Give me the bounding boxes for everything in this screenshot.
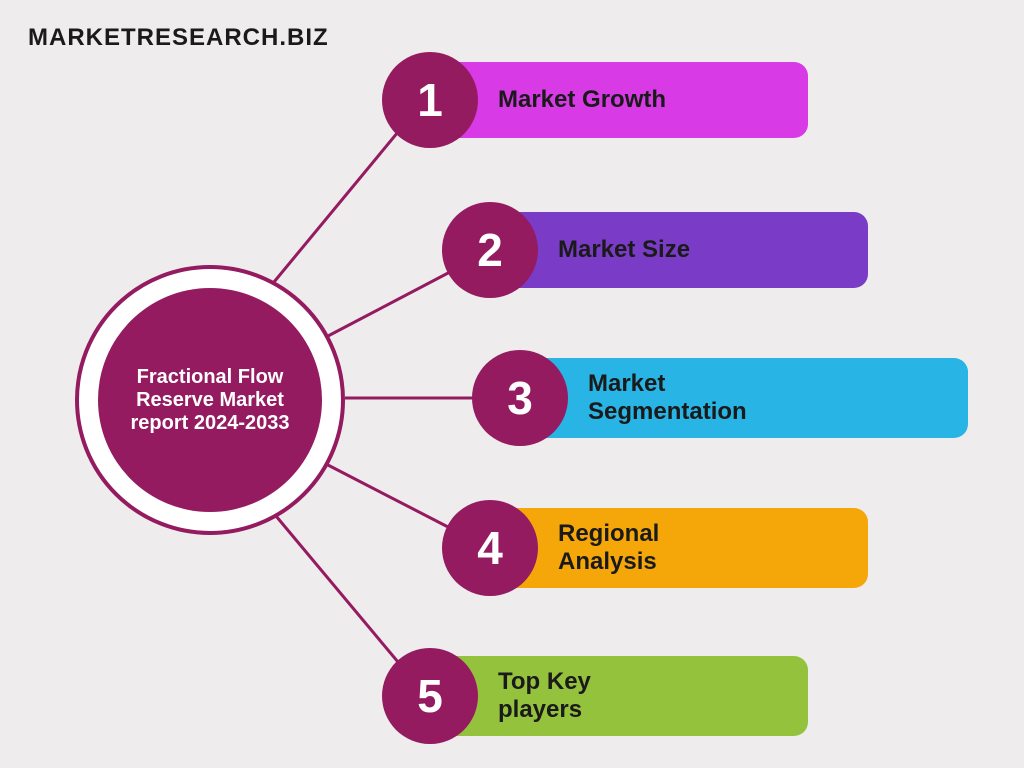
item-label-2: Market Size <box>558 236 690 264</box>
item-label-1: Market Growth <box>498 86 666 114</box>
item-bar-3: MarketSegmentation <box>528 358 968 438</box>
hub-circle: Fractional Flow Reserve Market report 20… <box>98 288 322 512</box>
brand-logo: MARKETRESEARCH.BIZ <box>28 24 329 52</box>
item-bar-1: Market Growth <box>438 62 808 138</box>
item-label-5: Top Keyplayers <box>498 668 591 723</box>
item-bar-2: Market Size <box>498 212 868 288</box>
item-number-1: 1 <box>382 52 478 148</box>
item-number-5: 5 <box>382 648 478 744</box>
item-number-4: 4 <box>442 500 538 596</box>
item-bar-5: Top Keyplayers <box>438 656 808 736</box>
item-number-3: 3 <box>472 350 568 446</box>
hub-title: Fractional Flow Reserve Market report 20… <box>118 366 302 435</box>
item-label-4: RegionalAnalysis <box>558 520 659 575</box>
item-label-3: MarketSegmentation <box>588 370 747 425</box>
item-number-2: 2 <box>442 202 538 298</box>
item-bar-4: RegionalAnalysis <box>498 508 868 588</box>
